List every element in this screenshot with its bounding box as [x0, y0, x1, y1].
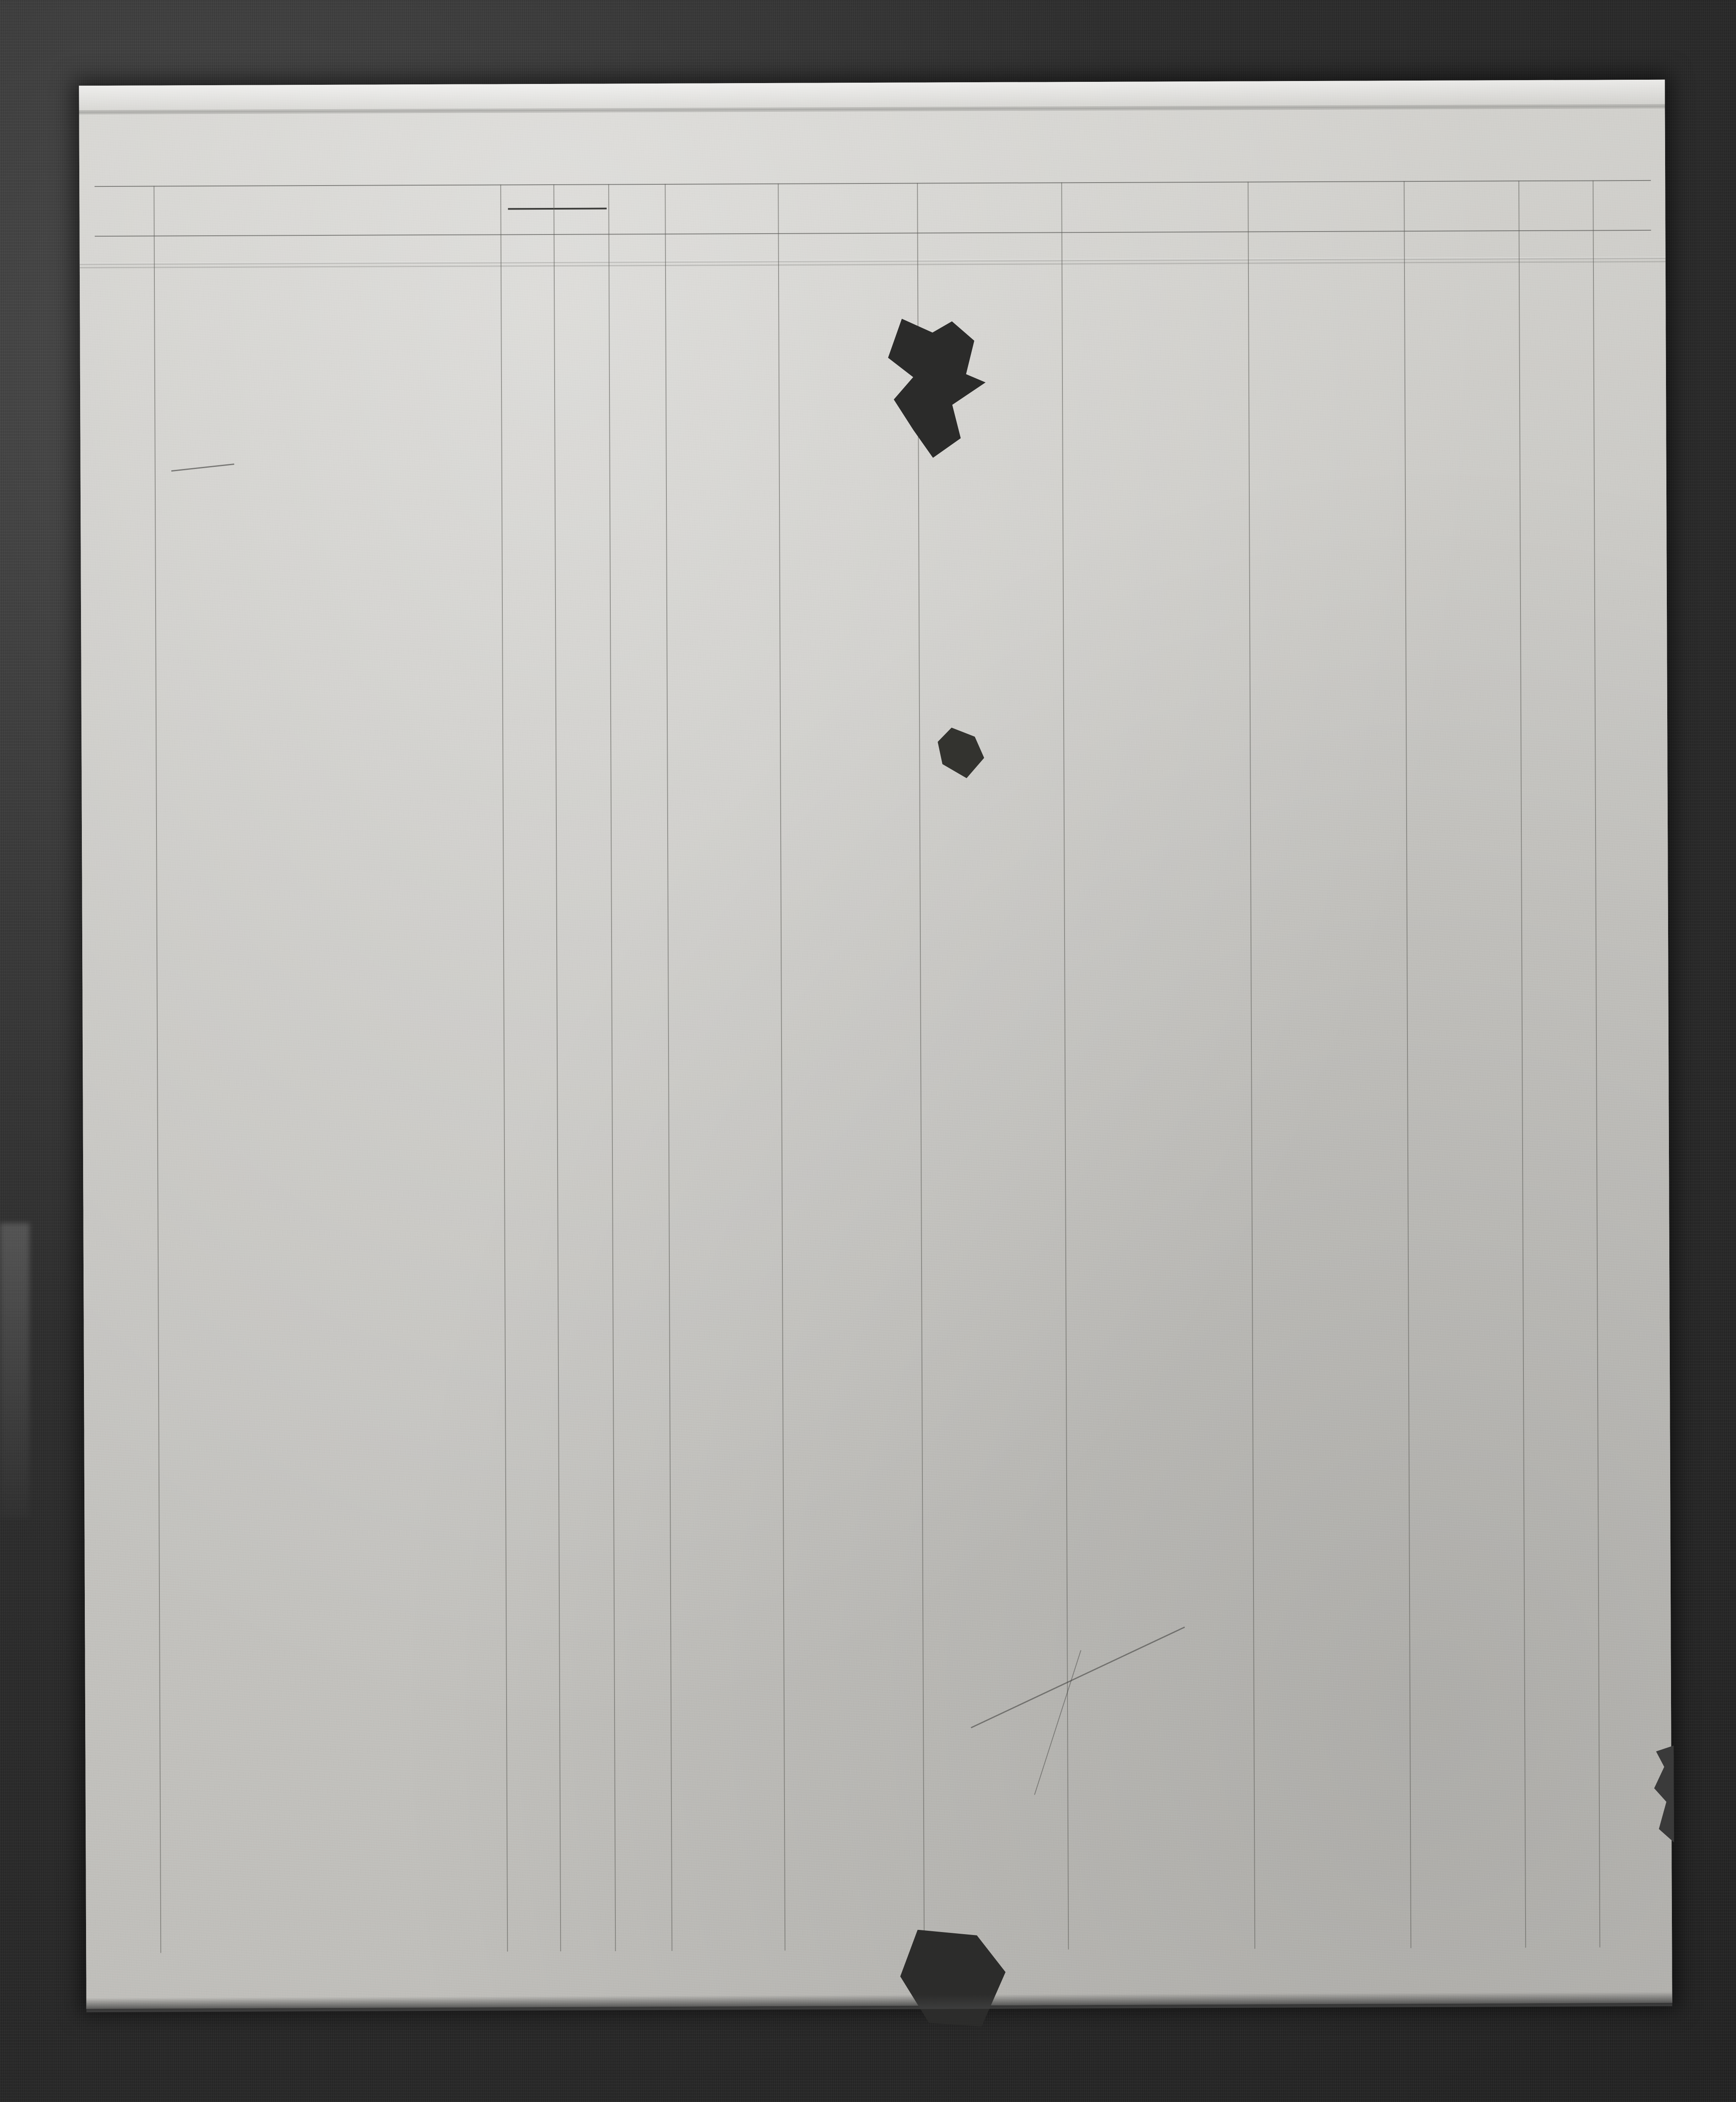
column-header-native-country	[920, 203, 1059, 204]
column-rule-destination	[1404, 181, 1412, 1948]
header-rule-bottom	[94, 229, 1651, 237]
column-rule-citizens	[1518, 181, 1526, 1948]
manifest-page	[79, 79, 1672, 2009]
column-header-citizens	[1406, 198, 1516, 199]
column-rule-sex	[665, 183, 673, 1951]
column-rule-years	[553, 184, 561, 1951]
column-rule-country	[917, 183, 925, 1950]
column-header-location	[1065, 192, 1242, 193]
column-header-names	[221, 205, 499, 206]
column-rule-names	[500, 184, 508, 1952]
age-divider-rule	[508, 208, 607, 210]
backdrop-smudge	[0, 1223, 30, 1518]
column-rule-months	[608, 184, 616, 1951]
column-rule-no	[154, 186, 162, 1953]
column-rule-calling	[778, 183, 786, 1951]
manifest-table	[94, 180, 1658, 1953]
column-rule-location	[1248, 181, 1256, 1949]
column-rule-baggage	[1593, 180, 1601, 1948]
